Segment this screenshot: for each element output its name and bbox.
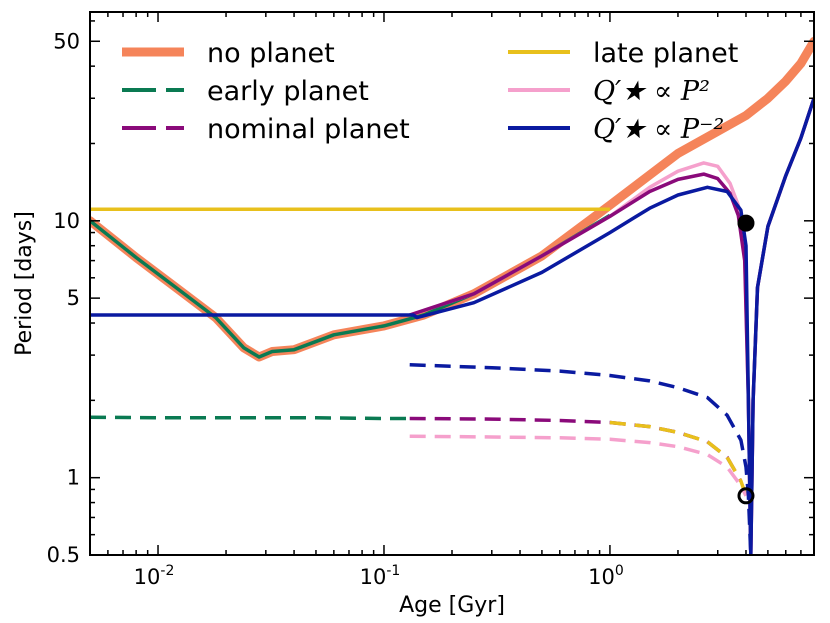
y-tick-label: 10 [53,209,80,233]
y-tick-label: 0.5 [47,543,80,567]
x-axis-label: Age [Gyr] [399,593,505,618]
legend-label: late planet [593,38,738,69]
series-late-planet-orbit [609,420,748,497]
legend-item-early-planet: early planet [122,76,369,107]
legend-label: Q′★ ∝ P² [593,76,710,107]
y-axis-label: Period [days] [12,211,37,356]
filled-circle-marker [737,214,755,232]
legend-item-nominal-planet: nominal planet [122,114,410,145]
marker-layer [737,214,755,505]
legend-item-qprimestar-prop-p2: Q′★ ∝ P² [508,76,710,107]
legend-item-late-planet: late planet [508,38,738,69]
x-tick-label: 100 [588,563,624,589]
y-tick-label: 1 [67,466,80,490]
legend-label: no planet [207,38,335,69]
series-early-planet-orbit [90,415,410,421]
y-tick-label: 5 [67,286,80,310]
legend: no planet early planet nominal planet late … [122,38,738,145]
series-q-star-prop-p2-orbit [409,434,748,497]
series-layer [90,36,814,555]
series-q-star-prop-p-2-orbit [409,363,753,555]
open-circle-marker [737,487,755,505]
y-tick-label: 50 [53,29,80,53]
legend-label: early planet [207,76,369,107]
legend-label: Q′★ ∝ P⁻² [593,114,724,145]
series-q-star-prop-p-2 [90,97,814,555]
legend-item-no-planet: no planet [122,38,335,69]
x-tick-label: 10-2 [134,563,175,589]
x-tick-label: 10-1 [360,563,401,589]
legend-label: nominal planet [207,114,410,145]
legend-item-qprimestar-prop-pneg2: Q′★ ∝ P⁻² [508,114,724,145]
